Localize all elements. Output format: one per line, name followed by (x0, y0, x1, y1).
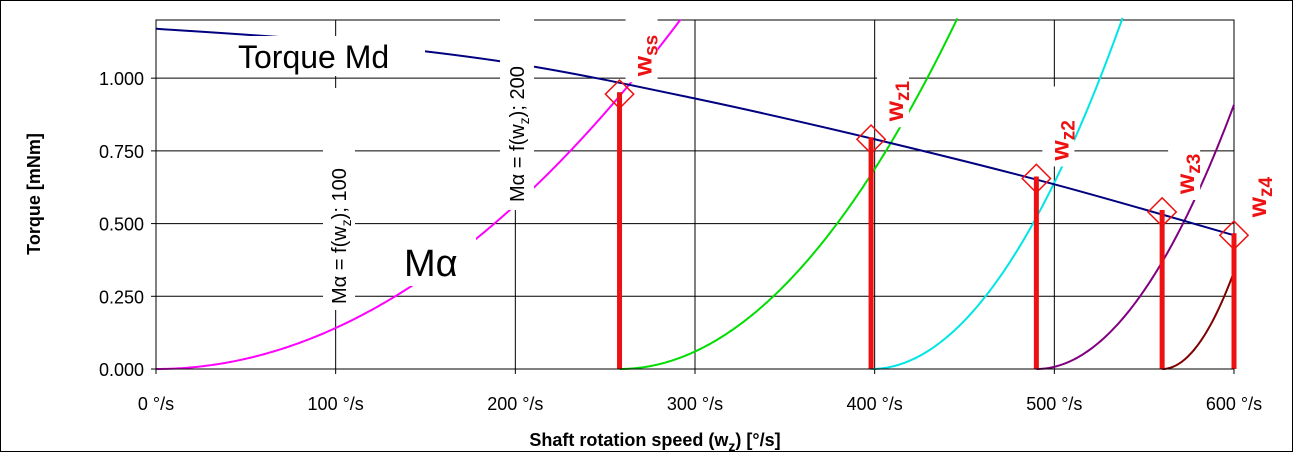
marker-diamond (1218, 220, 1250, 251)
marker-label: wz1 (879, 81, 914, 123)
rotated-label-1: Mα = f(wz); 100 (329, 168, 354, 304)
marker-diamond (1146, 196, 1178, 228)
marker-label-bg (1240, 143, 1272, 224)
x-tick-label: 400 °/s (847, 394, 903, 414)
y-tick-label: 0.000 (99, 360, 144, 380)
marker-label: wss (628, 35, 663, 77)
marker-bar (617, 92, 623, 369)
marker-diamond (604, 78, 635, 110)
axes: 0 °/s 100 °/s 200 °/s 300 °/s 400 °/s 500 °/s… (24, 20, 1262, 452)
load-curve-line (871, 17, 1124, 370)
x-tick-label: 500 °/s (1026, 394, 1082, 414)
x-tick-label: 0 °/s (138, 394, 174, 414)
marker-diamond (1021, 163, 1052, 194)
m-alpha-label-bg (396, 236, 476, 286)
x-axis-title: Shaft rotation speed (wz) [°/s] (529, 430, 780, 452)
rotated-label-2: Mα = f(wz); 200 (507, 66, 532, 202)
torque-label: Torque Md (238, 39, 389, 75)
marker-label: wz2 (1044, 120, 1079, 161)
x-tick-label: 200 °/s (487, 394, 543, 414)
m-alpha-label: Mα (404, 243, 458, 285)
rotated-label-2-bg (500, 2, 534, 210)
marker-label-bg (877, 47, 910, 128)
annotations: Torque Md Mα Mα = f(wz); 100 Mα = f(wz); 20… (230, 2, 534, 310)
rotated-label-1-bg (323, 88, 355, 310)
marker-label-bg (625, 2, 658, 83)
x-tick-label: 300 °/s (667, 394, 723, 414)
x-tick-label: 600 °/s (1206, 394, 1262, 414)
marker-bar (868, 137, 874, 369)
torque-label-bg (230, 36, 425, 76)
y-tick-label: 0.500 (99, 215, 144, 235)
marker-bar (1033, 176, 1039, 369)
y-tick-label: 1.000 (99, 69, 144, 89)
marker-label-bg (1168, 119, 1201, 200)
marker-diamond (855, 124, 887, 155)
marker-label: wz4 (1242, 176, 1277, 218)
y-tick-label: 0.750 (99, 142, 144, 162)
x-tick-label: 100 °/s (308, 394, 364, 414)
y-tick-label: 0.250 (99, 287, 144, 307)
markers: wss wz1 wz2 wz3 wz4 (604, 2, 1277, 369)
load-curve-line (1036, 104, 1235, 370)
marker-label: wz3 (1170, 154, 1205, 195)
marker-bar (1231, 233, 1237, 369)
y-axis-title: Torque [mNm] (24, 133, 44, 255)
load-curve-line (1162, 271, 1235, 370)
marker-bar (1159, 209, 1165, 369)
marker-label-bg (1042, 86, 1075, 167)
